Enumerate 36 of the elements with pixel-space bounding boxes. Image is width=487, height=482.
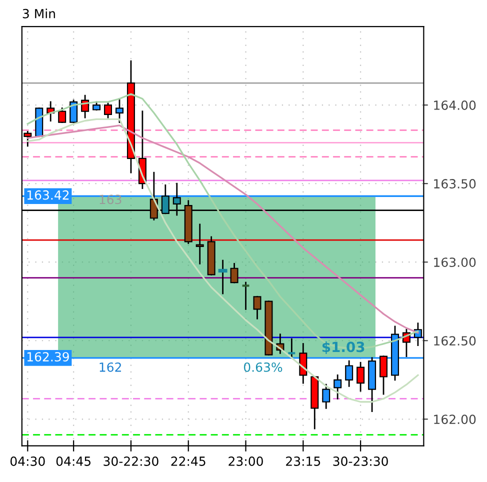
- x-tick-label: 23:00: [228, 456, 263, 466]
- y-tick-label: 162.50: [434, 336, 476, 346]
- candlestick: [58, 107, 66, 124]
- candlestick: [196, 224, 204, 264]
- x-tick-label: 04:45: [56, 456, 90, 466]
- y-tick-label: 163.50: [434, 179, 476, 188]
- annotation: 0.63%: [244, 362, 282, 372]
- x-tick-label: 30-23:30: [333, 456, 388, 466]
- candlestick: [380, 356, 388, 395]
- annotation: 162: [100, 362, 121, 372]
- candlestick: [253, 296, 262, 320]
- ref-line-label: 163.42: [27, 190, 69, 200]
- candlestick: [334, 374, 342, 400]
- candlestick: [299, 343, 308, 384]
- candlestick: [104, 102, 112, 118]
- annotation: 163: [100, 194, 122, 204]
- y-tick-label: 164.00: [434, 100, 476, 110]
- ref-line-label: 162.39: [27, 352, 69, 362]
- candlestick: [356, 362, 365, 392]
- candlestick: [70, 100, 78, 124]
- x-tick-label: 04:30: [10, 456, 45, 466]
- candlestick: [230, 262, 238, 284]
- x-tick-label: 30-22:30: [104, 456, 158, 466]
- candlestick: [218, 260, 228, 294]
- candlestick: [115, 98, 124, 124]
- candlestick: [241, 282, 250, 310]
- y-tick-label: 163.00: [434, 258, 476, 268]
- candlestick: [287, 338, 296, 359]
- annotation: $1.03: [322, 341, 364, 354]
- candlestick: [345, 360, 354, 387]
- x-tick-label: 22:45: [171, 456, 206, 466]
- y-tick-label: 162.00: [434, 414, 476, 424]
- line-series: [26, 118, 419, 403]
- chart-title: 3 Min: [22, 8, 55, 18]
- candlestick: [322, 384, 330, 409]
- x-tick-label: 23:15: [286, 456, 320, 466]
